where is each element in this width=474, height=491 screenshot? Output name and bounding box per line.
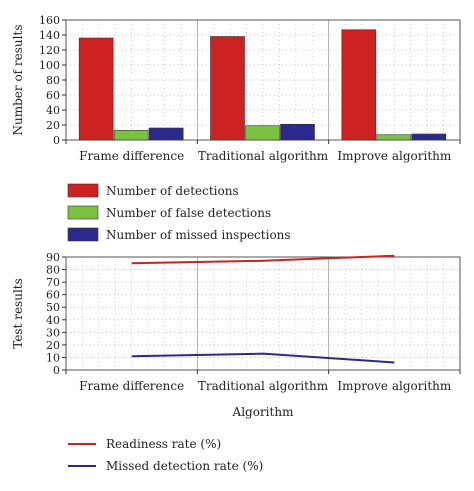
y-tick-label: 20: [46, 339, 60, 352]
x-tick-label: Traditional algorithm: [198, 149, 329, 163]
series-line: [131, 254, 395, 265]
bar: [280, 123, 315, 141]
x-tick-label: Improve algorithm: [337, 149, 451, 163]
bar: [148, 127, 184, 141]
x-tick-label: Traditional algorithm: [198, 379, 329, 393]
y-tick-label: 40: [46, 104, 60, 117]
bar: [376, 134, 412, 141]
bar: [411, 133, 447, 141]
bar: [78, 37, 114, 141]
y-axis-title: Test results: [11, 278, 25, 349]
legend-swatch: [67, 205, 99, 220]
y-tick-label: 60: [46, 289, 60, 302]
y-tick-label: 120: [39, 44, 60, 57]
legend-swatch: [67, 183, 99, 198]
legend-label: Missed detection rate (%): [106, 459, 263, 473]
bar: [245, 125, 280, 141]
y-tick-label: 140: [39, 29, 60, 42]
y-tick-label: 10: [46, 351, 60, 364]
y-tick-label: 40: [46, 314, 60, 327]
bar: [113, 129, 149, 141]
x-tick-label: Frame difference: [79, 149, 184, 163]
x-tick-label: Frame difference: [79, 379, 184, 393]
y-tick-label: 0: [53, 364, 60, 377]
legend-label: Readiness rate (%): [106, 437, 221, 451]
y-tick-label: 80: [46, 264, 60, 277]
legend-label: Number of missed inspections: [106, 228, 291, 242]
bar: [210, 36, 245, 141]
legend-swatch: [67, 227, 99, 242]
y-tick-label: 160: [39, 14, 60, 27]
bar: [341, 29, 377, 141]
legend-label: Number of detections: [106, 184, 239, 198]
y-tick-label: 30: [46, 326, 60, 339]
line-chart-legend: Readiness rate (%) Missed detection rate …: [68, 437, 263, 473]
y-axis-title: Number of results: [11, 25, 25, 136]
bar-chart-legend: Number of detections Number of false dete…: [67, 183, 291, 242]
y-tick-label: 60: [46, 89, 60, 102]
y-tick-label: 100: [39, 59, 60, 72]
series-line: [131, 352, 395, 364]
y-tick-label: 0: [53, 134, 60, 147]
legend-label: Number of false detections: [106, 206, 271, 220]
y-tick-label: 70: [46, 276, 60, 289]
x-axis-title: Algorithm: [232, 405, 295, 419]
y-tick-label: 90: [46, 251, 60, 264]
bar-chart: 0 20 40 60 80 100 120 140 160 Frame difference Tra…: [11, 14, 461, 163]
y-tick-label: 50: [46, 301, 60, 314]
y-tick-label: 80: [46, 74, 60, 87]
x-tick-label: Improve algorithm: [337, 379, 451, 393]
y-tick-label: 20: [46, 119, 60, 132]
plot-frame: [65, 256, 461, 371]
